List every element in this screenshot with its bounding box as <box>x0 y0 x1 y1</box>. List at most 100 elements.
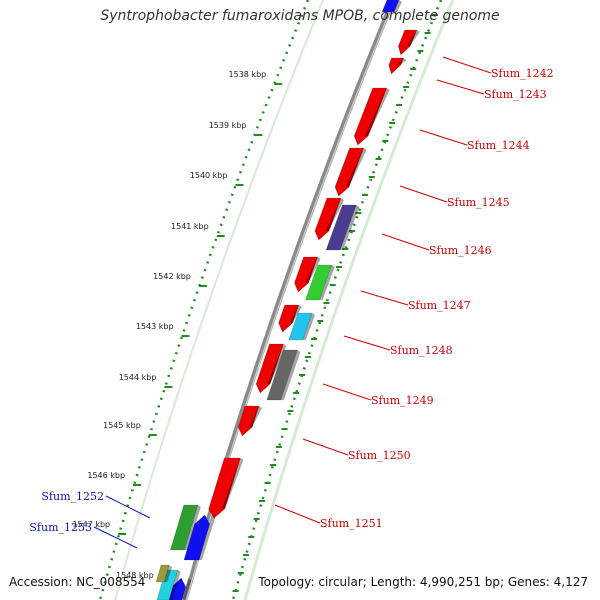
gene-body <box>288 312 313 341</box>
gene-shade <box>164 565 173 582</box>
gene-shade <box>345 148 367 187</box>
cog-feature-green <box>305 264 335 301</box>
gene-shade <box>289 305 302 323</box>
gene-label-leader <box>93 526 138 549</box>
gene-body <box>208 457 241 519</box>
forward-gene-1249 <box>255 343 287 394</box>
forward-gene-1247 <box>294 256 321 293</box>
forward-gene-1242 <box>398 29 420 56</box>
gene-body <box>237 405 260 437</box>
gene-shade <box>325 198 344 231</box>
gene-shade <box>199 515 216 560</box>
gene-label-leader <box>381 233 430 251</box>
gene-label-leader <box>343 335 391 351</box>
scale-tick-label: 1546 kbp <box>87 471 125 480</box>
gene-label-sfum-1248: Sfum_1248 <box>390 344 453 357</box>
gene-shade <box>169 570 181 600</box>
gene-body <box>353 87 388 146</box>
forward-gene-1246 <box>314 197 344 241</box>
cog-feature-darkgreen <box>170 504 201 551</box>
gene-shade <box>406 30 420 46</box>
gene-label-leader <box>360 290 409 306</box>
forward-gene-1244 <box>353 87 390 146</box>
gene-body <box>266 349 298 401</box>
gene-shade <box>280 350 301 400</box>
gene-label-sfum-1247: Sfum_1247 <box>408 299 471 312</box>
gene-label-leader <box>419 129 468 146</box>
gene-body <box>255 343 284 394</box>
cog-feature-gray <box>266 349 301 401</box>
forward-gene-1250 <box>237 405 262 437</box>
cog-feature-purple <box>325 204 360 251</box>
topology-summary: Topology: circular; Length: 4,990,251 bp… <box>258 575 588 589</box>
gene-body <box>167 577 187 600</box>
cog-feature-cyan-bottom <box>156 569 181 600</box>
accession-text: Accession: NC_008554 <box>9 575 146 589</box>
gene-body <box>278 304 300 333</box>
inner-light-track <box>114 0 324 600</box>
cog-feature-cyan <box>288 312 316 341</box>
gene-shade <box>397 58 407 65</box>
forward-gene-1245 <box>334 147 367 197</box>
gene-label-sfum-1250: Sfum_1250 <box>348 449 411 462</box>
gene-label-sfum-1242: Sfum_1242 <box>491 67 554 80</box>
forward-gene-1251 <box>208 457 244 519</box>
gene-label-sfum-1244: Sfum_1244 <box>467 139 530 152</box>
gene-body <box>381 0 400 13</box>
scale-tick-label: 1543 kbp <box>136 322 174 331</box>
gene-label-sfum-1253: Sfum_1253 <box>29 521 92 534</box>
gene-shade <box>182 578 192 600</box>
gene-label-sfum-1245: Sfum_1245 <box>447 196 510 209</box>
gene-shade <box>364 88 390 136</box>
scale-tick-label: 1544 kbp <box>119 373 157 382</box>
gene-body <box>398 29 418 56</box>
reverse-gene-1252 <box>183 514 216 561</box>
gene-body <box>294 256 319 293</box>
gene-body <box>183 514 210 561</box>
cog-feature-olive-bottom <box>155 564 173 583</box>
gene-body <box>388 57 405 75</box>
scale-tick-label: 1542 kbp <box>153 272 191 281</box>
forward-gene-1243 <box>388 57 407 75</box>
gene-body <box>170 504 199 551</box>
map-title: Syntrophobacter fumaroxidans MPOB, compl… <box>100 8 500 24</box>
gene-label-leader <box>322 383 372 401</box>
gene-shade <box>249 406 262 427</box>
gene-label-sfum-1249: Sfum_1249 <box>371 394 434 407</box>
forward-gene-1248 <box>278 304 302 333</box>
gene-shade <box>302 313 316 340</box>
inner-dotted-track <box>98 0 310 600</box>
scale-tick-label: 1539 kbp <box>209 121 247 130</box>
scale-tick-label: 1540 kbp <box>190 171 228 180</box>
gene-label-leader <box>105 495 151 519</box>
gene-label-sfum-1251: Sfum_1251 <box>320 517 383 530</box>
gene-label-leader <box>302 438 349 456</box>
scale-tick-label: 1547 kbp <box>72 520 110 529</box>
gene-shade <box>394 0 402 12</box>
reverse-gene-top <box>381 0 402 13</box>
gene-label-leader <box>442 56 492 74</box>
scale-tick-label-partial: 1548 kbp <box>116 571 154 580</box>
outer-light-track <box>243 0 455 600</box>
gene-label-sfum-1243: Sfum_1243 <box>484 88 547 101</box>
gene-label-leader <box>274 504 321 524</box>
scale-tick-label: 1541 kbp <box>171 222 209 231</box>
gene-shade <box>184 505 201 550</box>
gene-shade <box>221 458 244 509</box>
gene-label-sfum-1246: Sfum_1246 <box>429 244 492 257</box>
gene-shade <box>305 257 321 283</box>
reverse-gene-1253 <box>167 577 192 600</box>
gene-shade <box>267 344 287 384</box>
scale-tick-label: 1538 kbp <box>229 70 267 79</box>
gene-label-leader <box>436 79 485 95</box>
gene-body <box>314 197 342 241</box>
gene-shade <box>340 205 360 250</box>
gene-body <box>155 564 170 583</box>
gene-body <box>305 264 333 301</box>
gene-body <box>325 204 357 251</box>
gene-body <box>156 569 178 600</box>
gene-label-sfum-1252: Sfum_1252 <box>41 490 104 503</box>
gene-label-leader <box>399 185 448 203</box>
